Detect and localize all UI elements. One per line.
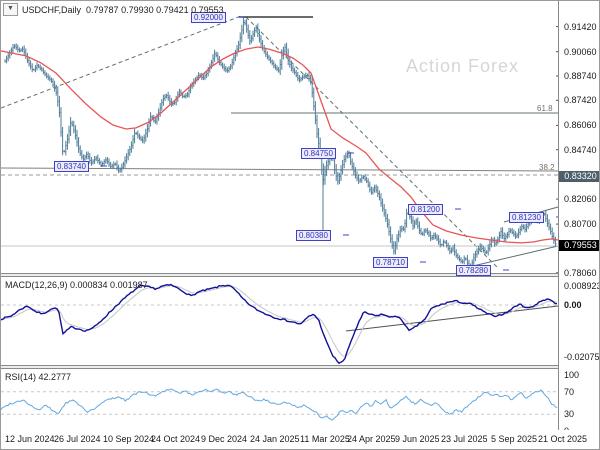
watermark: Action Forex — [406, 56, 520, 76]
chart-title-bar: ▼ USDCHF,Daily 0.79787 0.79930 0.79421 0… — [3, 3, 224, 16]
chart-dropdown-button[interactable]: ▼ — [3, 3, 18, 16]
macd-label: MACD(12,26,9) 0.000834 0.001987 — [5, 280, 148, 290]
date-axis-label: 9 Dec 2024 — [201, 434, 248, 444]
price-axis-tick: 0.83320 — [559, 171, 599, 182]
price-axis-tick: 0.87420 — [564, 95, 597, 105]
macd-axis-tick: -0.020759 — [564, 352, 600, 362]
price-axis-tick: 0.84740 — [564, 145, 597, 155]
macd-canvas[interactable] — [1, 277, 600, 365]
date-axis-label: 26 Jul 2024 — [54, 434, 101, 444]
fibonacci-level-label: 38.2 — [539, 163, 555, 172]
date-axis-label: 24 Apr 2025 — [347, 434, 396, 444]
rsi-canvas[interactable] — [1, 369, 600, 430]
price-axis-tick: 0.82060 — [564, 194, 597, 204]
price-axis-tick: 0.78060 — [564, 268, 597, 278]
rsi-axis-tick: 100 — [564, 370, 580, 380]
price-annotation-label[interactable]: 0.78280 — [456, 265, 491, 276]
rsi-axis-tick: 30 — [564, 409, 575, 419]
rsi-axis-tick: 70 — [564, 387, 575, 397]
y-axis-column: 0.91420 0.90060 0.88740 0.87420 0.86060 0.847… — [558, 1, 600, 436]
price-axis-tick: 0.88740 — [564, 71, 597, 81]
panel-divider[interactable] — [1, 365, 599, 369]
date-axis-label: 9 Jun 2025 — [395, 434, 440, 444]
date-axis-label: 24 Oct 2024 — [151, 434, 201, 444]
fibonacci-level-label: 61.8 — [537, 104, 553, 113]
price-annotation-label[interactable]: 0.78710 — [373, 257, 408, 268]
price-annotation-label[interactable]: 0.84750 — [301, 148, 336, 159]
rsi-label: RSI(14) 42.2777 — [5, 372, 72, 382]
price-annotation-label[interactable]: 0.80380 — [296, 230, 331, 241]
price-annotation-label[interactable]: 0.81230 — [509, 212, 544, 223]
price-annotation-label[interactable]: 0.83740 — [54, 161, 89, 172]
price-chart-panel: Action Forex ▼ USDCHF,Daily 0.79787 0.79… — [1, 1, 599, 276]
date-axis-label: 10 Sep 2024 — [103, 434, 155, 444]
price-annotation-label[interactable]: 0.81200 — [408, 204, 443, 215]
symbol-label: USDCHF,Daily — [22, 4, 82, 15]
chart-title: USDCHF,Daily 0.79787 0.79930 0.79421 0.7… — [22, 5, 224, 15]
date-axis-label: 5 Sep 2025 — [491, 434, 538, 444]
price-axis-tick: 0.90060 — [564, 47, 597, 57]
date-axis-label: 11 Mar 2025 — [300, 434, 350, 444]
date-axis-label: 24 Jan 2025 — [250, 434, 300, 444]
macd-axis-tick: 0.00 — [564, 300, 582, 310]
panel-divider[interactable] — [1, 273, 599, 277]
macd-panel: MACD(12,26,9) 0.000834 0.001987 — [1, 277, 600, 365]
date-axis-label: 23 Jul 2025 — [441, 434, 488, 444]
price-axis-tick: 0.80700 — [564, 219, 597, 229]
date-axis-label: 21 Oct 2025 — [538, 434, 588, 444]
x-axis-row: 12 Jun 2024 26 Jul 2024 10 Sep 2024 24 Oct … — [1, 430, 599, 449]
macd-axis-tick: 0.008923 — [564, 281, 600, 291]
date-axis-label: 12 Jun 2024 — [5, 434, 55, 444]
price-annotation-label[interactable]: 0.92000 — [191, 12, 226, 23]
ohlc-values: 0.79787 0.79930 0.79421 0.79553 — [86, 4, 224, 15]
rsi-panel: RSI(14) 42.2777 — [1, 369, 600, 431]
price-axis-tick: 0.91420 — [564, 22, 597, 32]
price-axis-tick: 0.86060 — [564, 120, 597, 130]
price-axis-tick: 0.79553 — [559, 240, 599, 251]
